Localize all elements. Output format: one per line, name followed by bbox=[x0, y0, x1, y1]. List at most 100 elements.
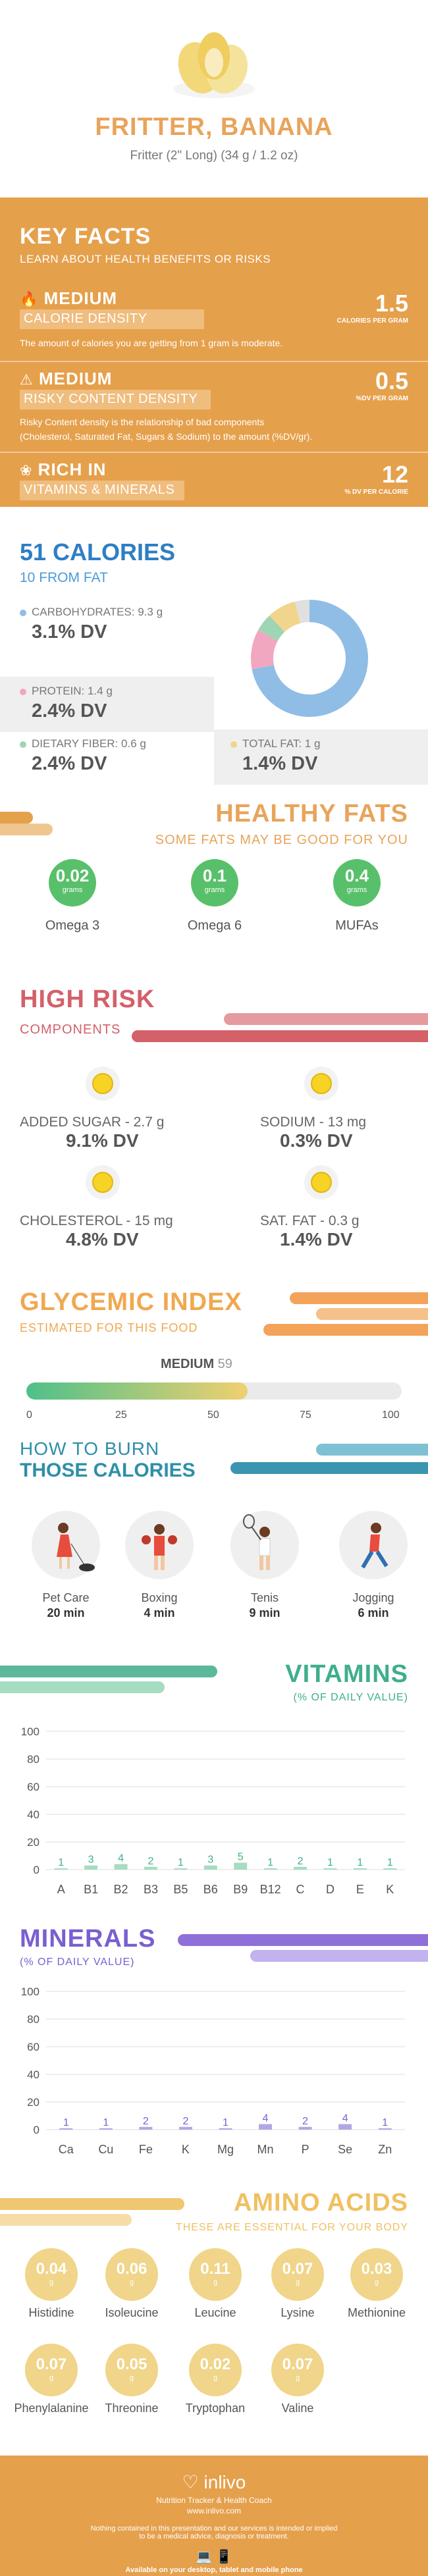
glycemic-index-section: GLYCEMIC INDEX ESTIMATED FOR THIS FOOD M… bbox=[0, 1248, 428, 1425]
phenylalanine-bubble: 0.07 g bbox=[25, 2344, 78, 2396]
gi-tick: 50 bbox=[207, 1409, 219, 1421]
x-tick-label: Cu bbox=[98, 2143, 113, 2156]
y-tick-label: 20 bbox=[27, 2096, 40, 2109]
gi-tick: 75 bbox=[300, 1409, 311, 1421]
carbs-label: CARBOHYDRATES: 9.3 g bbox=[20, 606, 163, 619]
jogging-minutes: 6 min bbox=[358, 1606, 389, 1619]
bar-value-label: 1 bbox=[223, 2117, 228, 2128]
glycemic-bar bbox=[26, 1382, 402, 1400]
added-sugar-label: ADDED SUGAR - 2.7 g bbox=[20, 1115, 165, 1130]
calories-from-fat: 10 FROM FAT bbox=[20, 570, 108, 585]
boxing-icon bbox=[125, 1511, 194, 1579]
footer: ♡ inlivo Nutrition Tracker & Health Coac… bbox=[0, 2456, 428, 2576]
methionine-bubble: 0.03 g bbox=[350, 2248, 403, 2301]
banana-fritter-icon bbox=[173, 32, 255, 98]
y-tick-label: 100 bbox=[21, 1985, 40, 1998]
ribbon-decor bbox=[0, 824, 53, 835]
pet-care-minutes: 20 min bbox=[47, 1606, 85, 1619]
risky-content-description-1: Risky Content density is the relationshi… bbox=[20, 417, 265, 427]
bar-value-label: 4 bbox=[263, 2113, 269, 2124]
isoleucine-bubble: 0.06 g bbox=[105, 2248, 158, 2301]
high-risk-section: HIGH RISK COMPONENTS ADDED SUGAR - 2.7 g… bbox=[0, 971, 428, 1249]
high-risk-subtitle: COMPONENTS bbox=[20, 1022, 121, 1037]
rich-in-level: ❀ RICH IN bbox=[20, 460, 107, 479]
bar-B2 bbox=[114, 1864, 128, 1870]
carbs-dot-icon bbox=[20, 609, 26, 616]
minerals-section: MINERALS (% OF DAILY VALUE) 100 80 60 40 20 0… bbox=[0, 1903, 428, 2179]
calorie-density-value: 1.5 bbox=[375, 290, 408, 317]
calories-section: 51 CALORIES 10 FROM FAT CARBOHYDRATES: 9… bbox=[0, 507, 428, 810]
healthy-fats-section: HEALTHY FATS SOME FATS MAY BE GOOD FOR Y… bbox=[0, 787, 428, 971]
cholesterol-label: CHOLESTEROL - 15 mg bbox=[20, 1213, 173, 1228]
bar-B5 bbox=[174, 1868, 188, 1870]
bar-value-label: 1 bbox=[58, 1857, 64, 1868]
vitamins-title: VITAMINS bbox=[285, 1660, 408, 1688]
bar-value-label: 4 bbox=[118, 1853, 124, 1864]
x-tick-label: Zn bbox=[378, 2143, 392, 2156]
y-tick-label: 0 bbox=[34, 2124, 40, 2136]
divider bbox=[0, 361, 428, 362]
calories-title: 51 CALORIES bbox=[20, 539, 176, 565]
bar-value-label: 3 bbox=[88, 1854, 94, 1866]
mufas-label: MUFAs bbox=[335, 918, 379, 933]
donut-slice-fiber bbox=[258, 616, 285, 642]
x-tick-label: B9 bbox=[233, 1883, 248, 1896]
ribbon-decor bbox=[0, 1681, 165, 1693]
smile-icon bbox=[304, 1165, 338, 1199]
bar-P bbox=[298, 2126, 312, 2130]
leucine-bubble: 0.11 g bbox=[189, 2248, 242, 2301]
omega3-bubble: 0.02 grams bbox=[49, 859, 96, 907]
bar-B3 bbox=[144, 1866, 157, 1870]
bar-E bbox=[353, 1868, 367, 1870]
bar-value-label: 5 bbox=[238, 1852, 244, 1863]
tennis-icon bbox=[230, 1511, 299, 1579]
footer-url[interactable]: www.inlivo.com bbox=[186, 2506, 242, 2515]
x-tick-label: B6 bbox=[203, 1883, 218, 1896]
risky-content-level: ⚠ MEDIUM bbox=[20, 369, 113, 388]
warning-icon: ⚠ bbox=[20, 371, 34, 388]
protein-label: PROTEIN: 1.4 g bbox=[20, 685, 113, 698]
calorie-density-label: CALORIE DENSITY bbox=[20, 309, 204, 329]
valine-label: Valine bbox=[281, 2402, 314, 2415]
bar-value-label: 2 bbox=[302, 2116, 308, 2127]
grin-icon bbox=[304, 1066, 338, 1101]
devices-icon: 💻 📱 bbox=[196, 2550, 232, 2564]
calorie-density-level: 🔥 MEDIUM bbox=[20, 288, 118, 308]
risky-content-unit: %DV PER GRAM bbox=[356, 395, 408, 402]
glycemic-fill bbox=[26, 1382, 248, 1400]
tryptophan-bubble: 0.02 g bbox=[189, 2344, 242, 2396]
ribbon-decor bbox=[250, 1950, 428, 1962]
risky-content-value: 0.5 bbox=[375, 367, 408, 394]
x-tick-label: B12 bbox=[260, 1883, 281, 1896]
ribbon-decor bbox=[316, 1444, 428, 1456]
ribbon-decor bbox=[132, 1030, 428, 1042]
amino-subtitle: THESE ARE ESSENTIAL FOR YOUR BODY bbox=[175, 2222, 408, 2233]
y-tick-label: 40 bbox=[27, 2068, 40, 2081]
bar-value-label: 1 bbox=[103, 2117, 109, 2128]
footer-tagline: Nutrition Tracker & Health Coach bbox=[156, 2496, 272, 2505]
bar-Cu bbox=[99, 2128, 113, 2130]
y-tick-label: 40 bbox=[27, 1808, 40, 1821]
bar-B6 bbox=[203, 1865, 217, 1870]
x-tick-label: Se bbox=[338, 2143, 352, 2156]
risky-content-label: RISKY CONTENT DENSITY bbox=[20, 390, 211, 409]
bar-D bbox=[323, 1868, 337, 1870]
rich-in-unit: % DV PER CALORIE bbox=[344, 488, 408, 496]
valine-bubble: 0.07 g bbox=[271, 2344, 324, 2396]
leaf-icon: ❀ bbox=[20, 462, 33, 479]
bar-Mn bbox=[259, 2124, 273, 2130]
ribbon-decor bbox=[0, 1666, 217, 1677]
pet-care-label: Pet Care bbox=[42, 1591, 90, 1604]
carbs-dv: 3.1% DV bbox=[32, 621, 107, 643]
divider bbox=[0, 452, 428, 453]
ribbon-decor bbox=[0, 2198, 184, 2210]
y-tick-label: 100 bbox=[21, 1725, 40, 1738]
amino-title: AMINO ACIDS bbox=[233, 2189, 408, 2217]
flame-icon: 🔥 bbox=[20, 291, 39, 307]
fiber-dv: 2.4% DV bbox=[32, 753, 107, 774]
footer-brand[interactable]: ♡ inlivo bbox=[182, 2472, 246, 2492]
ribbon-decor bbox=[178, 1934, 428, 1946]
omega3-label: Omega 3 bbox=[45, 918, 100, 933]
threonine-label: Threonine bbox=[105, 2402, 159, 2415]
boxing-minutes: 4 min bbox=[144, 1606, 175, 1619]
